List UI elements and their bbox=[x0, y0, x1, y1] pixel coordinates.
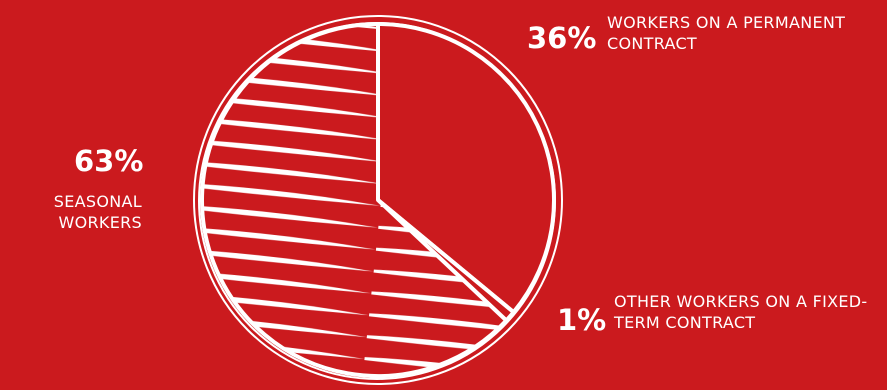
category-label: WORKERS ON A PERMANENT CONTRACT bbox=[607, 13, 846, 53]
value-label: 1% bbox=[557, 303, 607, 337]
pie bbox=[200, 22, 556, 378]
value-label: 63% bbox=[74, 144, 144, 178]
category-label: SEASONAL WORKERS bbox=[53, 192, 142, 232]
pie-slice bbox=[200, 22, 509, 378]
pie-outline bbox=[193, 15, 563, 385]
category-label: OTHER WORKERS ON A FIXED-TERM CONTRACT bbox=[614, 292, 868, 332]
value-label: 36% bbox=[527, 21, 597, 55]
pie-outline bbox=[198, 22, 556, 380]
